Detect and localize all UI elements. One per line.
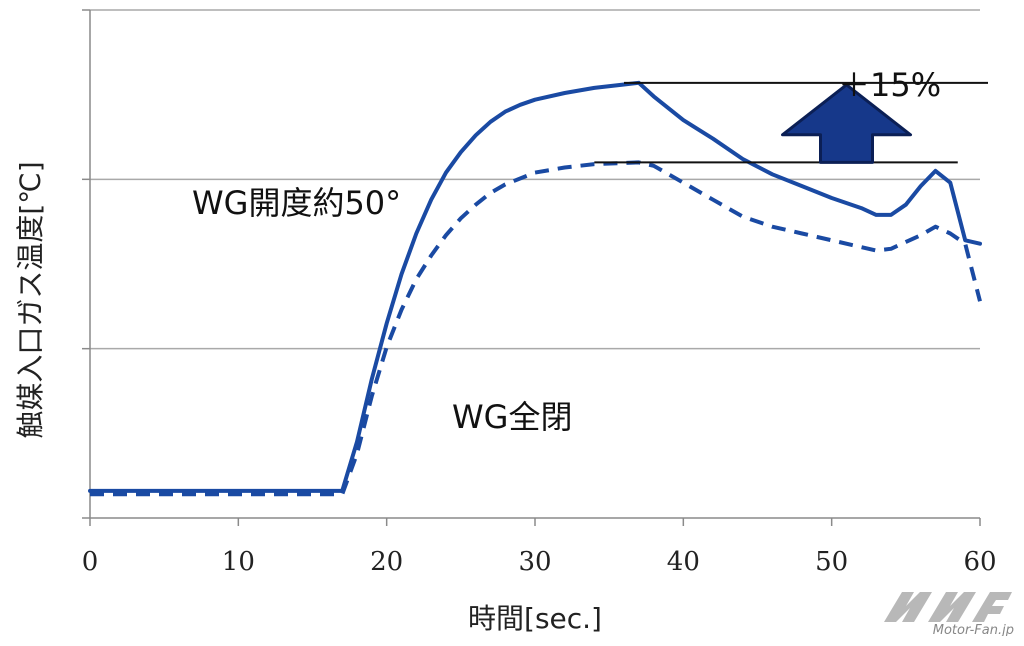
gridlines [90,9,980,350]
annotation-layer [594,81,988,164]
watermark-text: Motor-Fan.jp [933,623,1014,636]
annotation-wg-50deg: WG開度約50° [192,184,401,222]
annotation-wg-closed: WG全閉 [452,398,572,436]
x-tick-label-50: 50 [815,547,848,577]
x-tick-label-20: 20 [370,547,403,577]
x-axis-title: 時間[sec.] [468,602,602,635]
x-tick-label-0: 0 [82,547,99,577]
y-axis-title: 触媒入口ガス温度[℃] [14,161,47,438]
watermark-logo: Motor-Fan.jp [884,592,1014,636]
annotation-plus15: ＋15% [838,66,941,104]
up-arrow-icon [781,83,912,164]
x-tick-label-40: 40 [667,547,700,577]
x-tick-label-30: 30 [518,547,551,577]
x-tick-label-60: 60 [963,547,996,577]
axes: 0 10 20 30 40 50 60 [82,9,997,577]
series-line-wg-50deg [88,80,982,493]
x-tick-label-10: 10 [222,547,255,577]
